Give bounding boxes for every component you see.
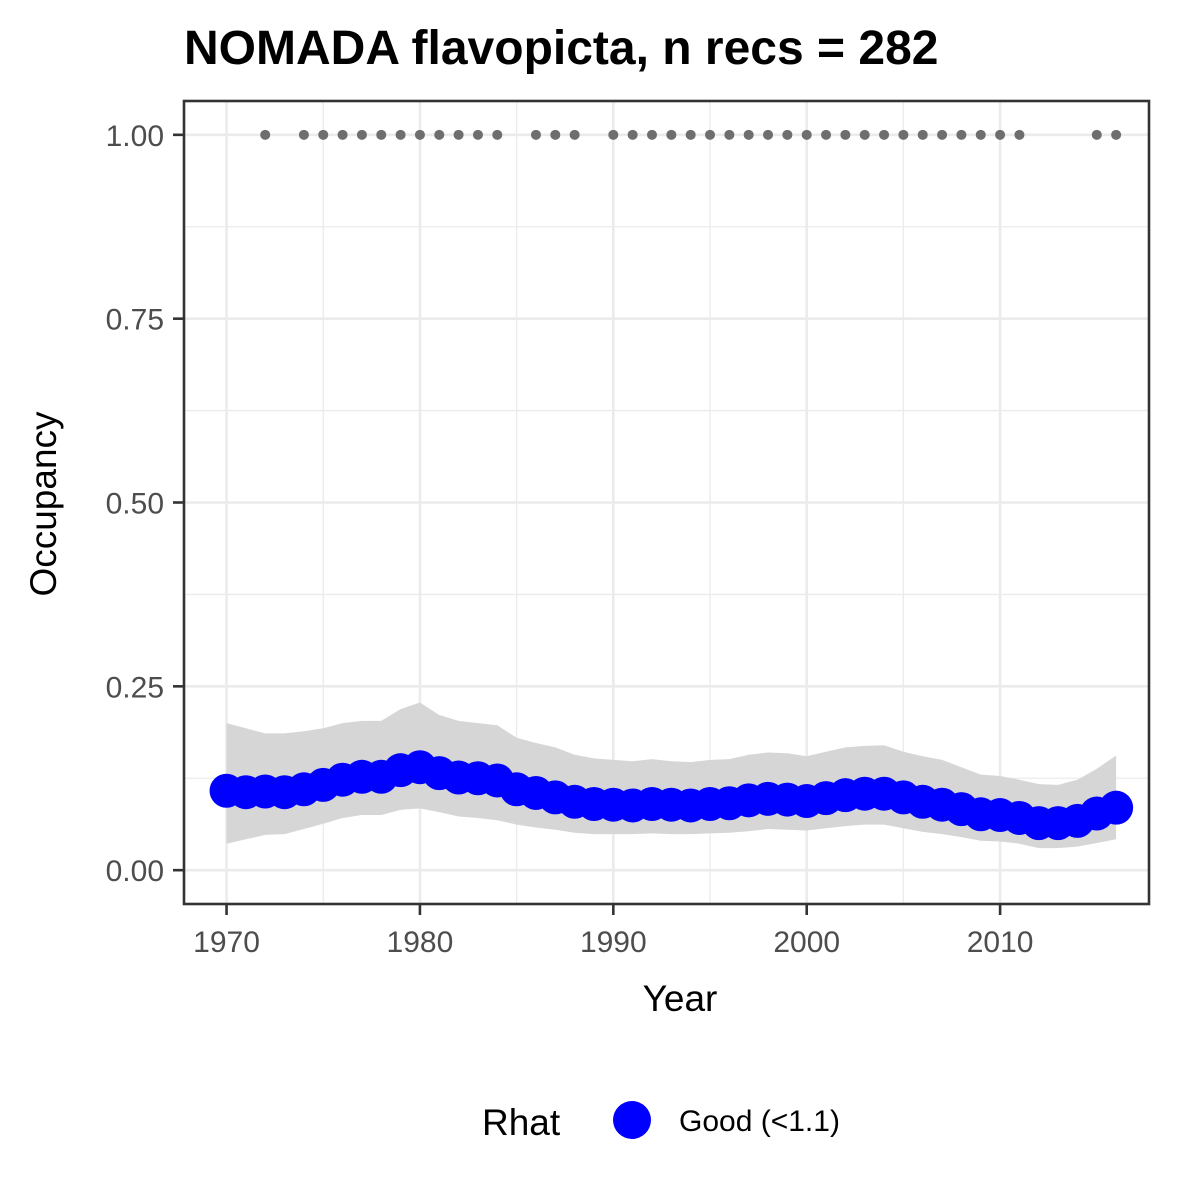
record-point — [801, 129, 812, 140]
record-point — [685, 129, 696, 140]
y-tick-label: 1.00 — [106, 120, 164, 153]
legend-label: Good (<1.1) — [679, 1105, 840, 1138]
legend-swatch — [613, 1101, 651, 1139]
record-point — [414, 129, 425, 140]
record-point — [975, 129, 986, 140]
x-tick-label: 1970 — [193, 926, 260, 959]
record-point — [608, 129, 619, 140]
record-point — [1014, 129, 1025, 140]
legend-title: Rhat — [482, 1102, 561, 1143]
occupancy-points — [209, 750, 1134, 841]
y-tick-label: 0.50 — [106, 488, 164, 521]
chart-title: NOMADA flavopicta, n recs = 282 — [184, 22, 938, 75]
legend: Rhat Good (<1.1) — [482, 1101, 840, 1143]
record-point — [627, 129, 638, 140]
record-point — [550, 129, 561, 140]
record-point — [453, 129, 464, 140]
x-tick-label: 1990 — [580, 926, 647, 959]
record-point — [434, 129, 445, 140]
record-point — [337, 129, 348, 140]
confidence-ribbon — [226, 702, 1117, 849]
record-point — [917, 129, 928, 140]
record-point — [1091, 129, 1102, 140]
record-point — [879, 129, 890, 140]
grid-lines — [184, 101, 1149, 904]
record-markers — [260, 129, 1122, 140]
x-tick-label: 2000 — [773, 926, 840, 959]
record-point — [646, 129, 657, 140]
record-point — [1111, 129, 1122, 140]
record-point — [318, 129, 329, 140]
x-tick-label: 2010 — [967, 926, 1034, 959]
record-point — [298, 129, 309, 140]
record-point — [395, 129, 406, 140]
record-point — [705, 129, 716, 140]
x-axis-title: Year — [643, 978, 718, 1019]
y-tick-label: 0.75 — [106, 304, 164, 337]
record-point — [840, 129, 851, 140]
record-point — [530, 129, 541, 140]
occupancy-point — [1099, 790, 1134, 825]
record-point — [356, 129, 367, 140]
record-point — [956, 129, 967, 140]
record-point — [898, 129, 909, 140]
record-point — [763, 129, 774, 140]
record-point — [569, 129, 580, 140]
record-point — [472, 129, 483, 140]
record-point — [666, 129, 677, 140]
record-point — [937, 129, 948, 140]
record-point — [743, 129, 754, 140]
record-point — [995, 129, 1006, 140]
record-point — [821, 129, 832, 140]
x-tick-label: 1980 — [387, 926, 454, 959]
axes: 1970 1980 1990 2000 2010 0.00 0.25 0.50 0.75 1.00 — [106, 120, 1034, 959]
y-tick-label: 0.00 — [106, 855, 164, 888]
record-point — [260, 129, 271, 140]
record-point — [782, 129, 793, 140]
record-point — [859, 129, 870, 140]
record-point — [492, 129, 503, 140]
y-axis-title: Occupancy — [23, 411, 64, 597]
record-point — [376, 129, 387, 140]
record-point — [724, 129, 735, 140]
y-tick-label: 0.25 — [106, 671, 164, 704]
